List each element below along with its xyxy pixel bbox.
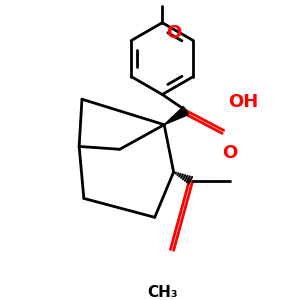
Text: CH₃: CH₃ xyxy=(147,285,178,300)
Text: O: O xyxy=(166,24,181,42)
Text: OH: OH xyxy=(228,93,259,111)
Text: O: O xyxy=(222,144,237,162)
Polygon shape xyxy=(164,106,188,125)
